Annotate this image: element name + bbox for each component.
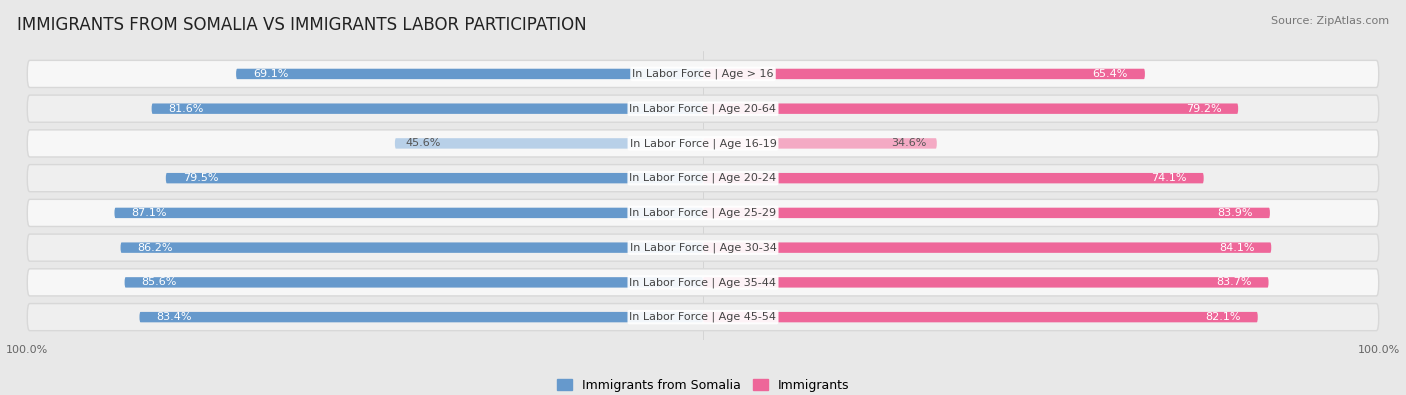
FancyBboxPatch shape: [703, 138, 936, 149]
FancyBboxPatch shape: [125, 277, 703, 288]
Text: 83.7%: 83.7%: [1216, 277, 1251, 288]
Text: Source: ZipAtlas.com: Source: ZipAtlas.com: [1271, 16, 1389, 26]
Text: 79.2%: 79.2%: [1185, 103, 1222, 114]
FancyBboxPatch shape: [166, 173, 703, 183]
FancyBboxPatch shape: [703, 69, 1144, 79]
FancyBboxPatch shape: [27, 269, 1379, 296]
Text: 79.5%: 79.5%: [183, 173, 218, 183]
Text: 69.1%: 69.1%: [253, 69, 288, 79]
FancyBboxPatch shape: [152, 103, 703, 114]
Text: In Labor Force | Age 25-29: In Labor Force | Age 25-29: [630, 208, 776, 218]
FancyBboxPatch shape: [703, 312, 1258, 322]
Text: In Labor Force | Age 45-54: In Labor Force | Age 45-54: [630, 312, 776, 322]
Text: 65.4%: 65.4%: [1092, 69, 1128, 79]
FancyBboxPatch shape: [27, 199, 1379, 226]
FancyBboxPatch shape: [139, 312, 703, 322]
FancyBboxPatch shape: [27, 95, 1379, 122]
Text: In Labor Force | Age 20-24: In Labor Force | Age 20-24: [630, 173, 776, 183]
FancyBboxPatch shape: [703, 103, 1239, 114]
FancyBboxPatch shape: [27, 234, 1379, 261]
Text: IMMIGRANTS FROM SOMALIA VS IMMIGRANTS LABOR PARTICIPATION: IMMIGRANTS FROM SOMALIA VS IMMIGRANTS LA…: [17, 16, 586, 34]
Text: 34.6%: 34.6%: [891, 138, 927, 149]
Text: 84.1%: 84.1%: [1219, 243, 1254, 253]
FancyBboxPatch shape: [236, 69, 703, 79]
FancyBboxPatch shape: [395, 138, 703, 149]
Text: In Labor Force | Age 16-19: In Labor Force | Age 16-19: [630, 138, 776, 149]
Text: 82.1%: 82.1%: [1205, 312, 1241, 322]
Text: In Labor Force | Age 35-44: In Labor Force | Age 35-44: [630, 277, 776, 288]
FancyBboxPatch shape: [27, 130, 1379, 157]
Text: 45.6%: 45.6%: [405, 138, 440, 149]
FancyBboxPatch shape: [27, 60, 1379, 87]
Legend: Immigrants from Somalia, Immigrants: Immigrants from Somalia, Immigrants: [551, 374, 855, 395]
Text: 85.6%: 85.6%: [142, 277, 177, 288]
Text: 83.4%: 83.4%: [156, 312, 191, 322]
Text: 81.6%: 81.6%: [169, 103, 204, 114]
FancyBboxPatch shape: [703, 243, 1271, 253]
FancyBboxPatch shape: [27, 165, 1379, 192]
FancyBboxPatch shape: [121, 243, 703, 253]
Text: In Labor Force | Age 20-64: In Labor Force | Age 20-64: [630, 103, 776, 114]
Text: 87.1%: 87.1%: [131, 208, 167, 218]
FancyBboxPatch shape: [703, 277, 1268, 288]
FancyBboxPatch shape: [114, 208, 703, 218]
Text: 74.1%: 74.1%: [1152, 173, 1187, 183]
FancyBboxPatch shape: [703, 208, 1270, 218]
Text: In Labor Force | Age 30-34: In Labor Force | Age 30-34: [630, 243, 776, 253]
Text: 86.2%: 86.2%: [138, 243, 173, 253]
Text: 83.9%: 83.9%: [1218, 208, 1253, 218]
FancyBboxPatch shape: [27, 304, 1379, 331]
Text: In Labor Force | Age > 16: In Labor Force | Age > 16: [633, 69, 773, 79]
FancyBboxPatch shape: [703, 173, 1204, 183]
